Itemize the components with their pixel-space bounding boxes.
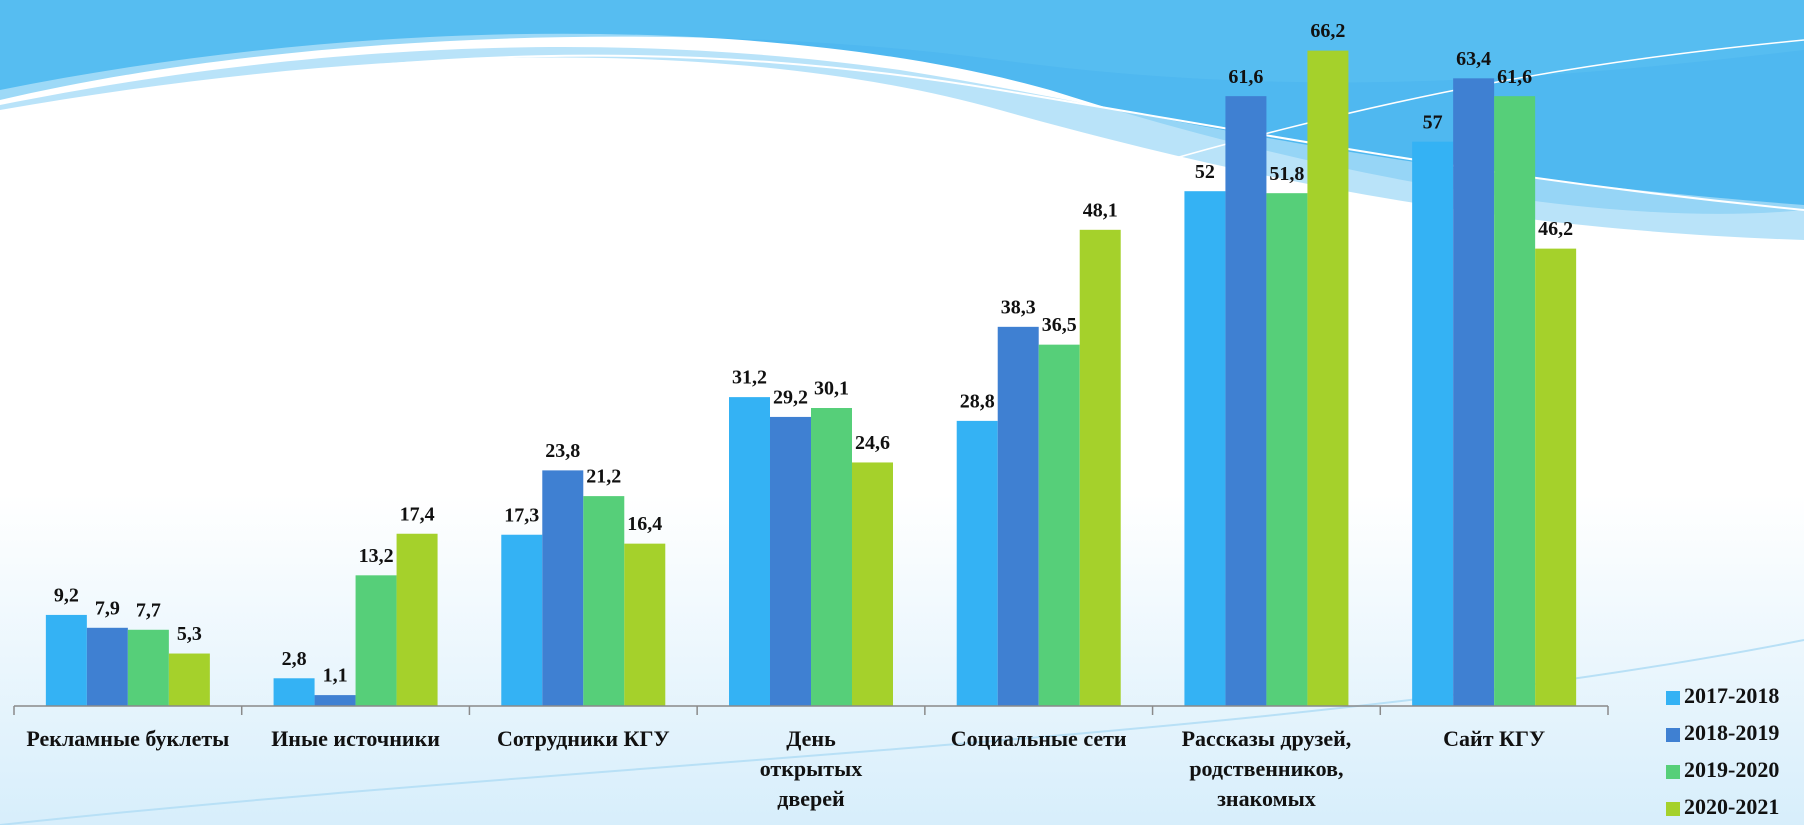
value-label: 52	[1195, 161, 1215, 183]
x-tick-label: Рассказы друзей, родственников, знакомых	[1181, 726, 1352, 811]
legend-label: 2019-2020	[1684, 757, 1779, 782]
x-tick-label: Иные источники	[271, 726, 440, 751]
value-label: 46,2	[1538, 218, 1573, 240]
bar	[583, 496, 625, 706]
bar	[1079, 229, 1121, 706]
x-tick-label: Сайт КГУ	[1443, 726, 1546, 751]
value-label: 51,8	[1269, 163, 1304, 185]
value-label: 28,8	[960, 390, 995, 412]
value-label: 57	[1423, 111, 1443, 133]
value-label: 66,2	[1310, 20, 1345, 42]
value-label: 16,4	[627, 513, 662, 535]
bar	[355, 575, 397, 706]
bar	[1307, 50, 1349, 707]
legend-swatch	[1666, 691, 1680, 705]
bar	[501, 534, 543, 706]
value-label: 1,1	[323, 665, 348, 687]
value-label: 23,8	[545, 440, 580, 462]
x-tick-label: Рекламные буклеты	[26, 726, 230, 751]
x-tick-label: Социальные сети	[950, 726, 1127, 751]
value-label: 30,1	[814, 378, 849, 400]
bar	[1184, 191, 1226, 706]
value-label: 7,9	[95, 597, 120, 619]
legend-label: 2017-2018	[1684, 683, 1779, 708]
bar	[396, 533, 438, 706]
bar	[1266, 193, 1308, 706]
bar	[542, 470, 584, 706]
bar	[1453, 78, 1495, 707]
value-label: 61,6	[1228, 66, 1263, 88]
bar	[86, 627, 128, 706]
bar	[45, 614, 87, 706]
bar	[314, 695, 356, 706]
x-tick-label: День открытых дверей	[759, 726, 863, 811]
bar	[127, 629, 169, 706]
bar	[852, 462, 893, 706]
value-label: 5,3	[177, 623, 202, 645]
value-label: 31,2	[732, 367, 767, 389]
value-label: 13,2	[359, 545, 394, 567]
wave	[0, 0, 1804, 100]
bar	[811, 408, 852, 706]
bar	[1412, 141, 1454, 706]
bar	[624, 543, 666, 706]
bar	[1225, 96, 1267, 706]
bar	[770, 416, 811, 706]
value-label: 7,7	[136, 599, 161, 621]
legend-label: 2018-2019	[1684, 720, 1779, 745]
legend-swatch	[1666, 728, 1680, 742]
bar	[729, 397, 770, 706]
x-tick-label: Сотрудники КГУ	[496, 726, 670, 751]
value-label: 61,6	[1497, 66, 1532, 88]
value-label: 63,4	[1456, 48, 1491, 70]
legend-label: 2020-2021	[1684, 794, 1779, 819]
bar	[1535, 248, 1577, 706]
value-label: 2,8	[282, 648, 307, 670]
bar	[168, 653, 210, 706]
value-label: 17,4	[400, 503, 435, 525]
value-label: 38,3	[1001, 296, 1036, 318]
value-label: 21,2	[586, 466, 621, 488]
bar	[997, 326, 1039, 706]
wave	[0, 47, 1804, 240]
value-label: 48,1	[1083, 199, 1118, 221]
bar	[1038, 344, 1080, 706]
bar	[956, 420, 998, 706]
legend-swatch	[1666, 765, 1680, 779]
value-label: 29,2	[773, 387, 808, 409]
value-label: 36,5	[1042, 314, 1077, 336]
value-label: 9,2	[54, 585, 79, 607]
value-label: 17,3	[504, 504, 539, 526]
bar	[1494, 96, 1536, 706]
value-label: 24,6	[855, 432, 890, 454]
legend-swatch	[1666, 802, 1680, 816]
bar	[273, 678, 315, 706]
